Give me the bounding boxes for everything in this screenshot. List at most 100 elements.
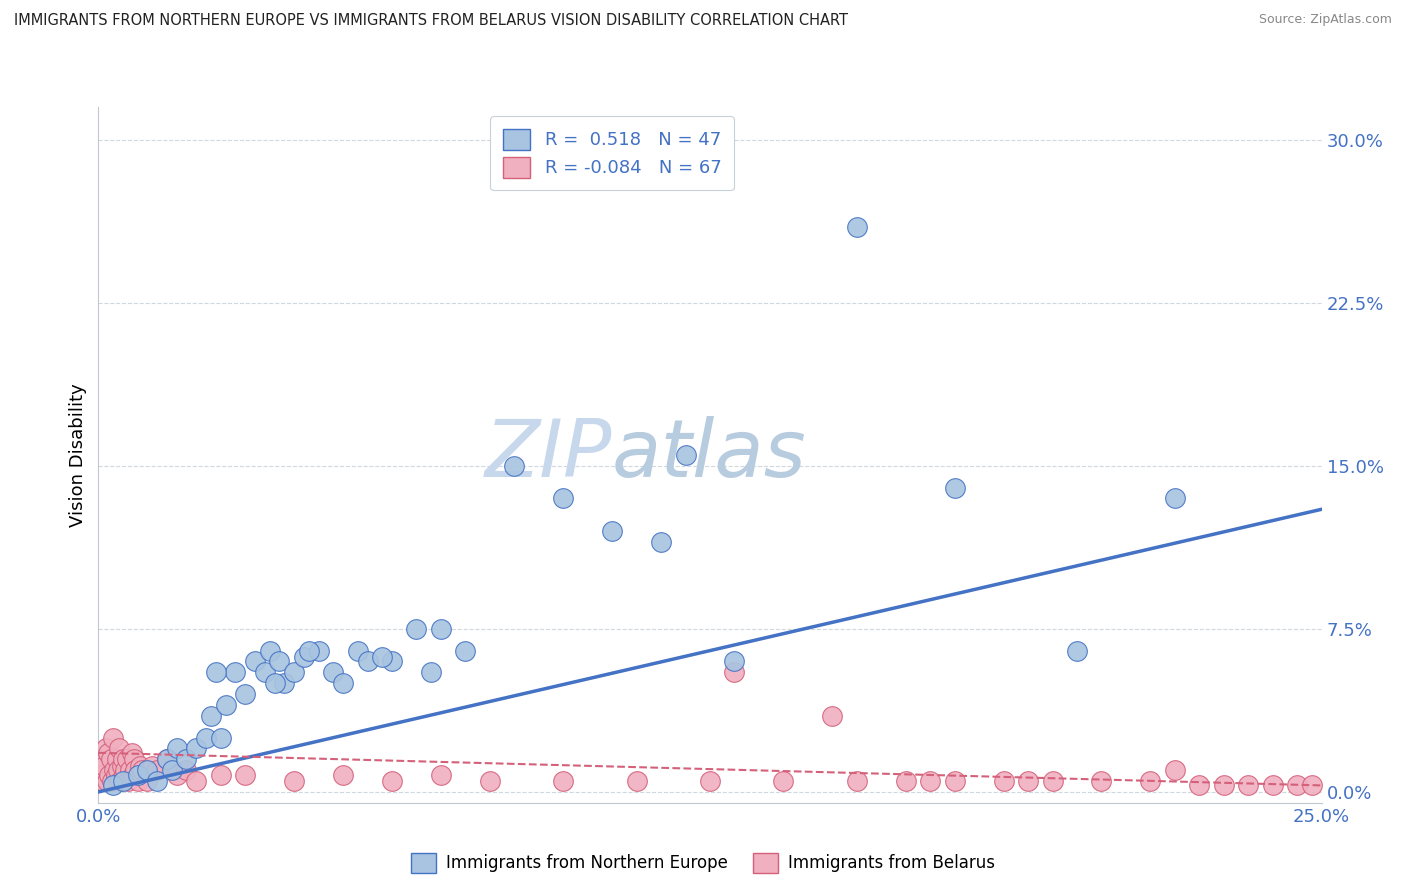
Point: [136, 763, 159, 777]
Point: [205, 665, 228, 680]
Point: [283, 665, 305, 680]
Point: [1066, 643, 1088, 657]
Point: [127, 774, 149, 789]
Point: [115, 752, 138, 766]
Point: [156, 752, 179, 766]
Point: [136, 774, 159, 789]
Point: [127, 767, 149, 781]
Point: [322, 665, 344, 680]
Point: [430, 622, 453, 636]
Point: [100, 752, 122, 766]
Point: [1042, 774, 1064, 789]
Point: [1212, 778, 1234, 792]
Point: [110, 774, 132, 789]
Point: [233, 767, 256, 781]
Legend: R =  0.518   N = 47, R = -0.084   N = 67: R = 0.518 N = 47, R = -0.084 N = 67: [491, 116, 734, 190]
Point: [195, 731, 218, 745]
Point: [97, 746, 120, 760]
Point: [156, 752, 179, 766]
Point: [1261, 778, 1284, 792]
Point: [209, 731, 232, 745]
Point: [283, 774, 305, 789]
Point: [93, 759, 115, 773]
Point: [269, 655, 291, 669]
Point: [332, 676, 354, 690]
Point: [381, 655, 404, 669]
Point: [121, 746, 143, 760]
Point: [253, 665, 276, 680]
Point: [166, 741, 188, 756]
Point: [98, 767, 121, 781]
Point: [920, 774, 942, 789]
Point: [131, 763, 153, 777]
Point: [200, 708, 222, 723]
Point: [103, 763, 125, 777]
Point: [101, 731, 124, 745]
Point: [224, 665, 246, 680]
Point: [699, 774, 721, 789]
Point: [105, 752, 128, 766]
Point: [1188, 778, 1211, 792]
Point: [111, 752, 134, 766]
Text: Source: ZipAtlas.com: Source: ZipAtlas.com: [1258, 13, 1392, 27]
Point: [821, 708, 844, 723]
Point: [90, 752, 112, 766]
Point: [259, 643, 281, 657]
Point: [420, 665, 443, 680]
Point: [91, 774, 114, 789]
Point: [600, 524, 623, 538]
Point: [845, 774, 868, 789]
Point: [107, 763, 129, 777]
Point: [845, 219, 868, 234]
Point: [186, 774, 208, 789]
Text: ZIP: ZIP: [485, 416, 612, 494]
Point: [1164, 491, 1187, 506]
Point: [381, 774, 404, 789]
Point: [675, 448, 697, 462]
Point: [273, 676, 295, 690]
Point: [894, 774, 917, 789]
Point: [1090, 774, 1112, 789]
Point: [214, 698, 236, 712]
Point: [371, 650, 394, 665]
Point: [430, 767, 453, 781]
Point: [723, 665, 745, 680]
Point: [233, 687, 256, 701]
Point: [94, 741, 117, 756]
Point: [308, 643, 330, 657]
Point: [114, 763, 136, 777]
Point: [160, 763, 183, 777]
Point: [129, 759, 152, 773]
Point: [146, 774, 169, 789]
Y-axis label: Vision Disability: Vision Disability: [69, 383, 87, 527]
Point: [993, 774, 1015, 789]
Point: [772, 774, 794, 789]
Point: [1286, 778, 1309, 792]
Point: [292, 650, 315, 665]
Text: IMMIGRANTS FROM NORTHERN EUROPE VS IMMIGRANTS FROM BELARUS VISION DISABILITY COR: IMMIGRANTS FROM NORTHERN EUROPE VS IMMIG…: [14, 13, 848, 29]
Point: [943, 774, 966, 789]
Point: [122, 752, 145, 766]
Point: [723, 655, 745, 669]
Point: [100, 774, 122, 789]
Point: [96, 774, 118, 789]
Point: [1017, 774, 1039, 789]
Point: [650, 534, 672, 549]
Point: [356, 655, 378, 669]
Point: [146, 763, 169, 777]
Point: [186, 741, 208, 756]
Point: [124, 763, 146, 777]
Legend: Immigrants from Northern Europe, Immigrants from Belarus: Immigrants from Northern Europe, Immigra…: [405, 847, 1001, 880]
Point: [503, 458, 526, 473]
Point: [943, 481, 966, 495]
Point: [626, 774, 648, 789]
Point: [166, 767, 188, 781]
Point: [553, 774, 575, 789]
Point: [553, 491, 575, 506]
Point: [111, 774, 134, 789]
Point: [243, 655, 266, 669]
Point: [263, 676, 285, 690]
Point: [101, 778, 124, 792]
Point: [1164, 763, 1187, 777]
Point: [478, 774, 501, 789]
